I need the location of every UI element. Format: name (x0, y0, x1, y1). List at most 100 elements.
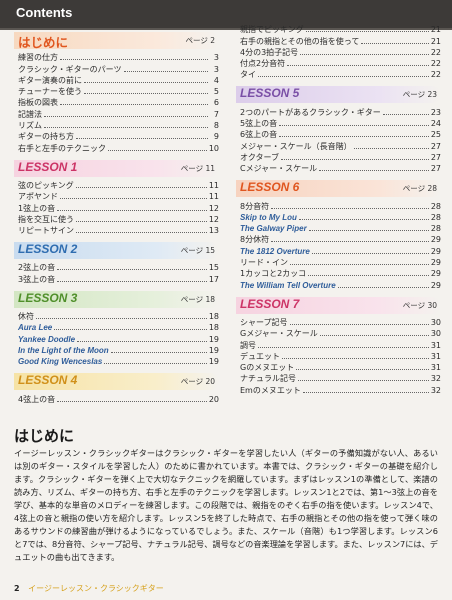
dot-leader (305, 30, 429, 33)
section-title: LESSON 3 (18, 290, 78, 305)
intro-heading: はじめに (14, 427, 75, 445)
dot-leader (76, 137, 208, 140)
toc-entry: メジャー・スケール（長音階） 27 (236, 140, 441, 151)
section-header: LESSON 6 ページ 28 (236, 180, 441, 198)
toc-page-number: 27 (430, 152, 441, 162)
toc-entry-label: リピートサイン (18, 226, 74, 236)
dot-leader (308, 229, 429, 232)
toc-page-number: 32 (430, 385, 441, 395)
toc-entry-label: アポヤンド (18, 192, 58, 202)
dot-leader (258, 346, 429, 348)
toc-entry-label: タイ (240, 70, 256, 80)
toc-page-number: 29 (430, 235, 441, 245)
toc-page-number: 28 (430, 224, 441, 234)
toc-page-number: 11 (208, 180, 219, 190)
toc-page-number: 17 (208, 274, 219, 284)
toc-entry: 付点2分音符 22 (236, 58, 441, 69)
toc-page-number: 7 (213, 109, 219, 119)
dot-leader (75, 186, 207, 188)
toc-song-title: The Galway Piper (240, 224, 307, 234)
toc-page-number: 28 (430, 201, 441, 211)
section-header: LESSON 2 ページ 15 (14, 242, 219, 260)
toc-entry-label: 2弦上の音 (18, 263, 56, 273)
toc-entry: 右手と左手のテクニック 10 (14, 142, 219, 153)
toc-page-number: 32 (430, 374, 441, 384)
section-header: LESSON 7 ページ 30 (236, 296, 441, 314)
toc-song-title: Skip to My Lou (240, 212, 297, 222)
section-title: LESSON 6 (240, 180, 300, 195)
dot-leader (289, 323, 429, 325)
toc-entry: 3弦上の音 17 (14, 273, 219, 284)
section-header: LESSON 5 ページ 23 (236, 86, 441, 104)
toc-page-number: 5 (213, 87, 219, 97)
toc-page-number: 30 (430, 317, 441, 327)
section-title: LESSON 2 (18, 242, 78, 257)
toc-entry: 休符 18 (14, 311, 219, 322)
toc-entry: 4弦上の音 20 (14, 393, 219, 404)
toc-entry-label: シャープ記号 (240, 317, 288, 327)
toc-page-number: 31 (430, 363, 441, 373)
dot-leader (302, 391, 429, 393)
toc-entry: 調号 31 (236, 339, 441, 350)
toc-page-number: 13 (208, 226, 219, 236)
toc-entry-label: リード・イン (240, 258, 288, 268)
toc-entry-label: 調号 (240, 340, 256, 350)
toc-entry: 4分の3拍子記号 22 (236, 47, 441, 58)
toc-page-number: 27 (430, 141, 441, 151)
dot-leader (319, 334, 429, 337)
toc-entry: 練習の仕方 3 (14, 52, 219, 63)
toc-page-number: 21 (430, 36, 441, 46)
dot-leader (282, 357, 429, 359)
dot-leader (57, 209, 207, 211)
toc-entry: 2つのパートがあるクラシック・ギター 23 (236, 106, 441, 117)
contents-header: Contents (0, 0, 452, 30)
toc-page-number: 20 (208, 394, 219, 404)
toc-entry: 8分休符 29 (236, 234, 441, 245)
toc-entry: 1カッコと2カッコ 29 (236, 268, 441, 279)
dot-leader (108, 149, 207, 151)
toc-entry: リズム 8 (14, 120, 219, 131)
toc-entry-label: 1カッコと2カッコ (240, 269, 307, 279)
toc-entry-label: 4分の3拍子記号 (240, 47, 299, 57)
section-page: ページ 18 (180, 294, 215, 304)
intro-paragraph: イージーレッスン・クラシックギターはクラシック・ギターを学習したい人（ギターの予… (14, 448, 438, 562)
toc-entry: The Galway Piper 28 (236, 223, 441, 234)
toc-page-number: 18 (208, 323, 219, 333)
dot-leader (60, 103, 208, 106)
toc-page-number: 15 (208, 263, 219, 273)
toc-entry-label: 休符 (18, 312, 34, 322)
toc-page-number: 3 (213, 64, 219, 74)
toc-page-number: 28 (430, 212, 441, 222)
toc-entry-label: Gのメヌエット (240, 363, 295, 373)
toc-entry-label: 6弦上の音 (240, 130, 278, 140)
toc-entry-label: メジャー・スケール（長音階） (240, 141, 352, 151)
toc-entry-label: Gメジャー・スケール (240, 329, 318, 339)
dot-leader (279, 135, 429, 138)
section-title: LESSON 5 (240, 86, 300, 101)
toc-page-number: 29 (430, 246, 441, 256)
toc-left-column: はじめに ページ 2 練習の仕方 3 クラシック・ギターのパーツ 3 ギター演奏の前に 4 チュ… (14, 26, 219, 405)
contents-title: Contents (16, 5, 73, 20)
toc-entry: リピートサイン 13 (14, 225, 219, 236)
toc-page-number: 29 (430, 269, 441, 279)
toc-entry-label: 2つのパートがあるクラシック・ギター (240, 107, 381, 117)
dot-leader (300, 53, 429, 55)
toc-page-number: 12 (208, 214, 219, 224)
dot-leader (319, 169, 429, 172)
toc-entry-label: Emのメヌエット (240, 385, 301, 395)
toc-song-title: In the Light of the Moon (18, 345, 109, 355)
toc-page-number: 10 (208, 143, 219, 153)
toc-entry: 弦のピッキング 11 (14, 180, 219, 191)
toc-entry-label: 右手の親指とその他の指を使って (240, 36, 360, 46)
section-header: はじめに ページ 2 (14, 32, 219, 50)
dot-leader (279, 124, 429, 127)
page-number: 2 (14, 584, 20, 593)
toc-page-number: 6 (213, 98, 219, 108)
toc-entry-label: 親指でピッキング (240, 25, 304, 35)
toc-entry: 5弦上の音 24 (236, 118, 441, 129)
dot-leader (76, 220, 207, 222)
toc-entry-label: クラシック・ギターのパーツ (18, 64, 122, 74)
toc-entry: Good King Wenceslas 19 (14, 356, 219, 367)
section-page: ページ 2 (185, 36, 215, 45)
toc-page-number: 31 (430, 351, 441, 361)
